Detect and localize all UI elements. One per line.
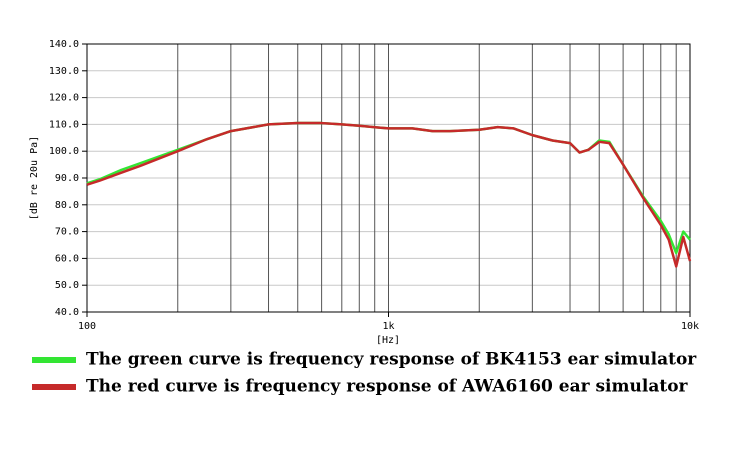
y-axis-label: [dB re 20u Pa] — [29, 136, 40, 220]
x-tick-label: 100 — [78, 321, 96, 332]
y-tick-label: 90.0 — [55, 173, 79, 184]
x-tick-label: 1k — [382, 321, 394, 332]
x-axis-label: [Hz] — [376, 335, 400, 346]
legend-swatch — [32, 357, 76, 363]
y-tick-label: 110.0 — [49, 119, 79, 130]
series-line — [86, 121, 692, 268]
legend-swatch — [32, 384, 76, 390]
legend-label: The red curve is frequency response of A… — [86, 377, 689, 397]
legend-label: The green curve is frequency response of… — [86, 350, 697, 370]
x-tick-label: 10k — [681, 321, 699, 332]
y-tick-label: 60.0 — [55, 253, 79, 264]
y-tick-label: 120.0 — [49, 93, 79, 104]
y-tick-label: 100.0 — [49, 146, 79, 157]
y-tick-label: 140.0 — [49, 39, 79, 50]
y-tick-label: 80.0 — [55, 200, 79, 211]
y-tick-label: 70.0 — [55, 227, 79, 238]
y-tick-label: 40.0 — [55, 307, 79, 318]
y-tick-label: 50.0 — [55, 280, 79, 291]
plot-frame — [86, 43, 691, 313]
y-tick-label: 130.0 — [49, 66, 79, 77]
